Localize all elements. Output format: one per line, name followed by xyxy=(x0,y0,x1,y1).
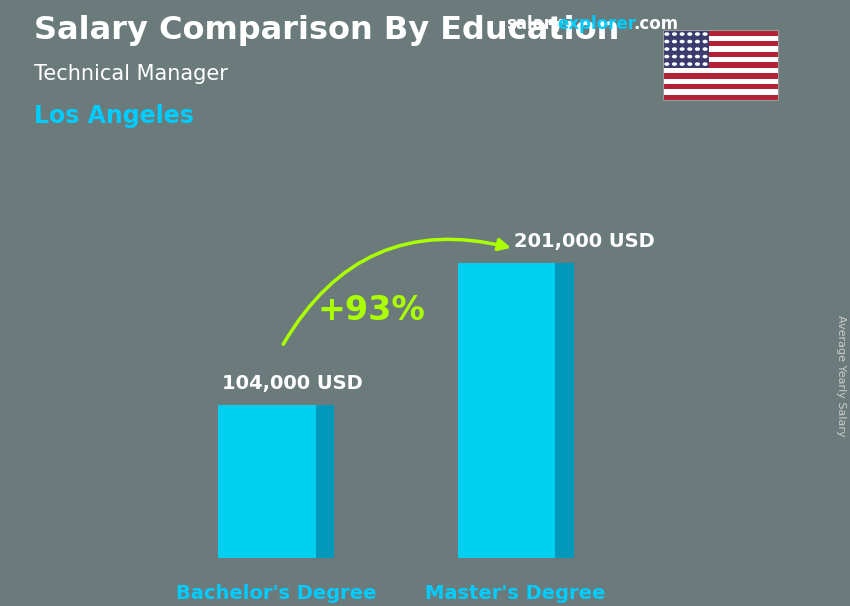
Text: salary: salary xyxy=(506,15,563,33)
Polygon shape xyxy=(555,263,574,558)
Text: explorer: explorer xyxy=(557,15,636,33)
Text: Salary Comparison By Education: Salary Comparison By Education xyxy=(34,15,620,46)
Text: Los Angeles: Los Angeles xyxy=(34,104,194,128)
Text: 201,000 USD: 201,000 USD xyxy=(513,233,654,251)
Text: +93%: +93% xyxy=(318,295,426,327)
FancyBboxPatch shape xyxy=(218,405,315,558)
Text: Bachelor's Degree: Bachelor's Degree xyxy=(176,584,377,603)
Polygon shape xyxy=(315,405,334,558)
FancyBboxPatch shape xyxy=(457,263,555,558)
Text: Technical Manager: Technical Manager xyxy=(34,64,228,84)
Text: 104,000 USD: 104,000 USD xyxy=(222,375,363,393)
Text: Average Yearly Salary: Average Yearly Salary xyxy=(836,315,846,436)
Text: Master's Degree: Master's Degree xyxy=(425,584,606,603)
Text: .com: .com xyxy=(633,15,678,33)
